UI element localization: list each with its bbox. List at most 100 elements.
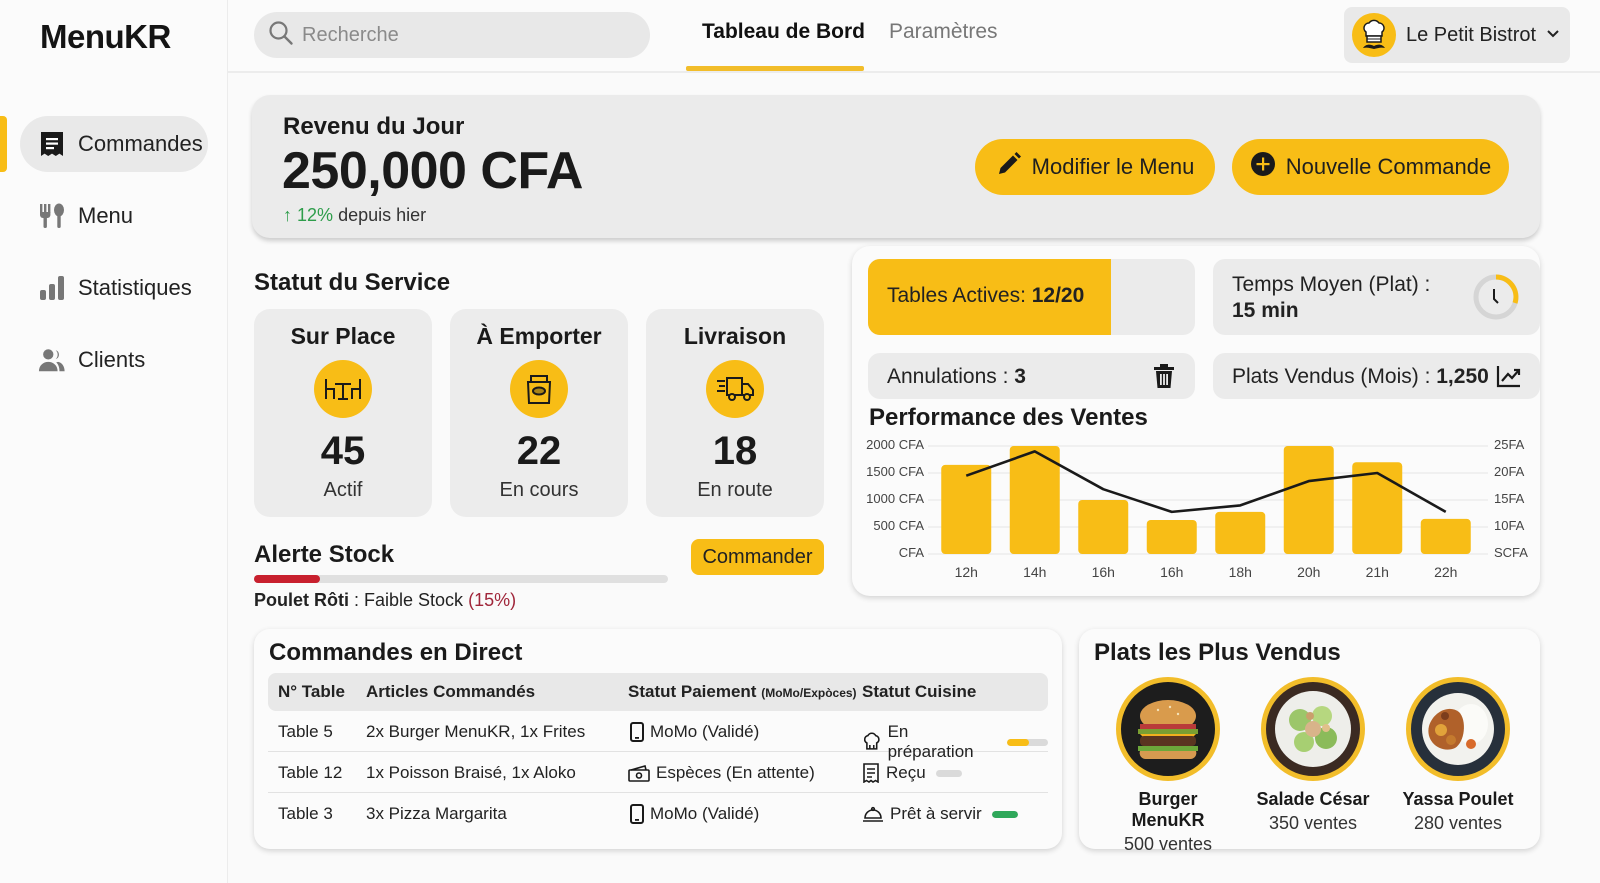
chart-bar (1009, 446, 1060, 554)
order-items: 3x Pizza Margarita (366, 804, 507, 823)
col-items: Articles Commandés (366, 682, 536, 701)
utensils-icon (38, 202, 66, 230)
avg-time-value: 15 min (1232, 299, 1299, 322)
burger-image (1116, 677, 1220, 781)
x-axis-tick: 21h (1365, 564, 1389, 580)
kpi-chart-panel: Tables Actives: 12/20 Temps Moyen (Plat)… (852, 246, 1540, 596)
order-kitchen-status: En préparation (862, 722, 1048, 762)
revenue-delta: ↑ 12% depuis hier (283, 205, 426, 226)
sidebar: MenuKR Commandes Menu Statistiques Clien… (0, 0, 228, 883)
stock-alert-title: Alerte Stock (254, 541, 395, 568)
edit-menu-button[interactable]: Modifier le Menu (975, 139, 1215, 195)
bar-chart-icon (38, 274, 66, 302)
order-kitchen-status: Prêt à servir (862, 804, 1018, 824)
service-card-status: En route (697, 479, 773, 501)
y-axis-right-tick: 15FA (1494, 491, 1525, 506)
app-logo[interactable]: MenuKR (40, 18, 171, 55)
kpi-dishes-sold[interactable]: Plats Vendus (Mois) : 1,250 (1213, 353, 1540, 399)
table-row[interactable]: Table 12 1x Poisson Braisé, 1x Aloko Esp… (268, 752, 1048, 793)
avg-time-label: Temps Moyen (Plat) : (1232, 273, 1431, 296)
service-card-count: 22 (516, 429, 562, 473)
dish-item[interactable]: Yassa Poulet 280 ventes (1393, 677, 1523, 834)
dish-item[interactable]: Burger MenuKR 500 ventes (1103, 677, 1233, 855)
stock-percent: (15%) (468, 590, 517, 610)
y-axis-right-tick: 25FA (1494, 437, 1525, 452)
table-row[interactable]: Table 5 2x Burger MenuKR, 1x Frites MoMo… (268, 711, 1048, 761)
restaurant-name: Le Petit Bistrot (1406, 23, 1537, 46)
x-axis-tick: 20h (1297, 564, 1321, 580)
service-card-title: Sur Place (290, 323, 396, 349)
order-stock-button[interactable]: Commander (691, 539, 824, 575)
kitchen-progress (991, 810, 1018, 818)
chevron-down-icon (1546, 26, 1560, 44)
chef-hat-icon (863, 732, 880, 750)
phone-icon (630, 804, 644, 824)
dish-sales: 350 ventes (1268, 813, 1358, 833)
service-card-a-emporter[interactable]: À Emporter 22 En cours (450, 309, 628, 517)
sidebar-item-label: Statistiques (78, 275, 192, 300)
sales-performance-chart[interactable]: CFA 500 CFA 1000 CFA 1500 CFA 2000 CFA SCFA 10… (852, 246, 1540, 596)
search-input[interactable] (302, 23, 622, 47)
stock-level-bar (254, 575, 668, 583)
search-bar[interactable] (254, 12, 650, 58)
restaurant-switcher[interactable]: Le Petit Bistrot (1344, 7, 1570, 63)
col-kitchen: Statut Cuisine (862, 682, 977, 701)
order-table: Table 5 (278, 722, 333, 741)
kpi-avg-time[interactable]: Temps Moyen (Plat) : 15 min (1213, 259, 1540, 335)
x-axis-tick: 12h (954, 564, 978, 580)
order-payment: MoMo (Validé) (630, 722, 759, 742)
users-icon (38, 346, 66, 374)
service-card-status: Actif (323, 479, 363, 501)
service-card-title: À Emporter (476, 323, 602, 349)
service-card-count: 45 (320, 429, 366, 473)
live-orders-card: Commandes en Direct N° Table Articles Co… (254, 629, 1062, 849)
y-axis-left-tick: 500 CFA (873, 518, 924, 533)
service-card-sur-place[interactable]: Sur Place 45 Actif (254, 309, 432, 517)
phone-icon (630, 722, 644, 742)
chart-title: Performance des Ventes (869, 404, 1148, 431)
sidebar-item-label: Clients (78, 347, 146, 372)
y-axis-left-tick: CFA (898, 545, 924, 560)
tab-parametres[interactable]: Paramètres (889, 20, 998, 43)
sidebar-item-menu[interactable]: Menu (20, 188, 208, 244)
sidebar-item-statistiques[interactable]: Statistiques (20, 260, 208, 316)
stock-status: Faible Stock (364, 590, 464, 610)
y-axis-left-tick: 2000 CFA (866, 437, 924, 452)
kpi-cancellations[interactable]: Annulations : 3 (868, 353, 1195, 399)
plus-circle-icon (1250, 151, 1276, 183)
x-axis-tick: 22h (1434, 564, 1458, 580)
chart-bar (1283, 446, 1334, 554)
timer-ring-icon (1472, 273, 1520, 326)
kpi-active-tables[interactable]: Tables Actives: 12/20 (868, 259, 1195, 335)
chart-bar (941, 464, 992, 554)
chart-bar (1215, 511, 1266, 554)
order-table: Table 12 (278, 763, 343, 782)
x-axis-tick: 16h (1091, 564, 1115, 580)
chart-bar (1352, 462, 1403, 554)
order-items: 2x Burger MenuKR, 1x Frites (366, 722, 586, 741)
cancellations-value: 3 (1014, 365, 1026, 388)
dish-item[interactable]: Salade César 350 ventes (1248, 677, 1378, 834)
active-tables-value: 12/20 (1031, 284, 1085, 307)
arrow-up-icon: ↑ (283, 205, 292, 225)
cash-icon (628, 765, 650, 782)
table-row[interactable]: Table 3 3x Pizza Margarita MoMo (Validé)… (268, 793, 1048, 834)
chart-trend-line (965, 450, 1447, 514)
dish-sales: 500 ventes (1123, 834, 1213, 854)
stock-level-fill (254, 575, 320, 583)
y-axis-left-tick: 1000 CFA (866, 491, 924, 506)
revenue-card: Revenu du Jour 250,000 CFA ↑ 12% depuis … (252, 95, 1540, 238)
sidebar-item-clients[interactable]: Clients (20, 332, 208, 388)
y-axis-right-tick: SCFA (1494, 545, 1528, 560)
sidebar-item-commandes[interactable]: Commandes (20, 116, 208, 172)
active-tables-fill (868, 259, 1111, 335)
top-dishes-card: Plats les Plus Vendus Burger MenuKR 500 … (1079, 629, 1540, 854)
yassa-image (1406, 677, 1510, 781)
revenue-value: 250,000 CFA (282, 142, 583, 200)
takeaway-bag-icon (510, 360, 568, 418)
tab-tableau-de-bord[interactable]: Tableau de Bord (702, 20, 865, 43)
service-card-livraison[interactable]: Livraison 18 En route (646, 309, 824, 517)
col-table: N° Table (278, 682, 345, 701)
new-order-button[interactable]: Nouvelle Commande (1232, 139, 1509, 195)
edit-menu-label: Modifier le Menu (1031, 154, 1195, 179)
